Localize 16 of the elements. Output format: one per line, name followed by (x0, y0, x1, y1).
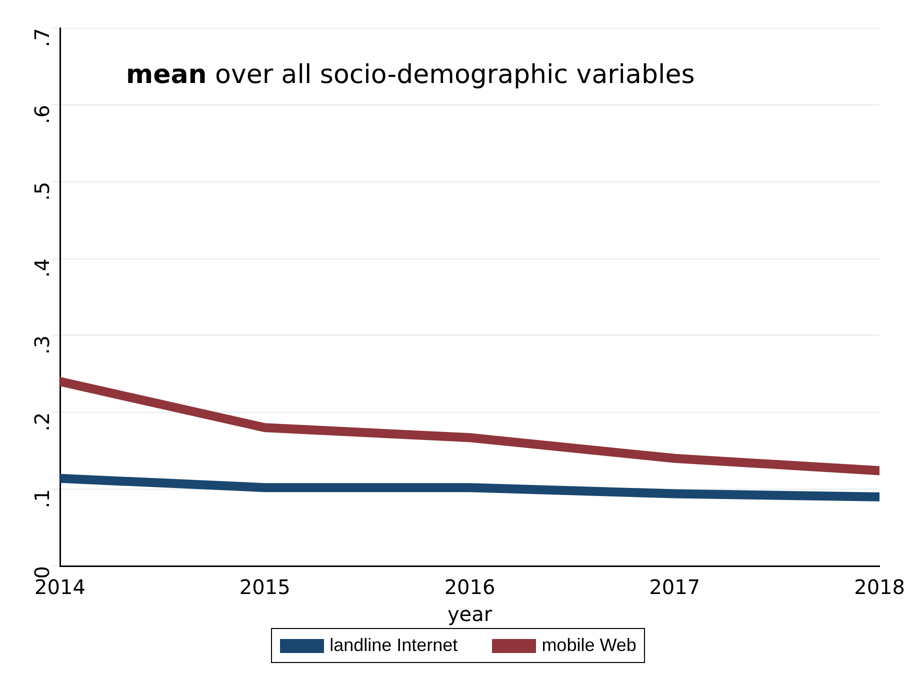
x-tick-label: 2018 (854, 575, 906, 600)
legend-label: landline Internet (330, 635, 458, 656)
x-axis-title: year (447, 602, 493, 626)
y-tick-label: .1 (30, 489, 54, 508)
legend-label: mobile Web (542, 635, 636, 656)
y-tick-label: .7 (30, 28, 54, 48)
y-tick-label: .2 (30, 412, 54, 432)
y-tick-label: 0 (30, 566, 54, 579)
x-tick-label: 2015 (239, 575, 290, 600)
y-tick-label: .3 (30, 335, 54, 355)
y-tick-label: .4 (30, 258, 54, 278)
x-tick-label: 2017 (649, 575, 700, 600)
y-tick-label: .5 (30, 182, 54, 201)
text: mean over all socio-demographic variables (126, 60, 695, 90)
y-tick-label: .6 (30, 104, 54, 124)
x-tick-label: 2016 (444, 575, 496, 600)
